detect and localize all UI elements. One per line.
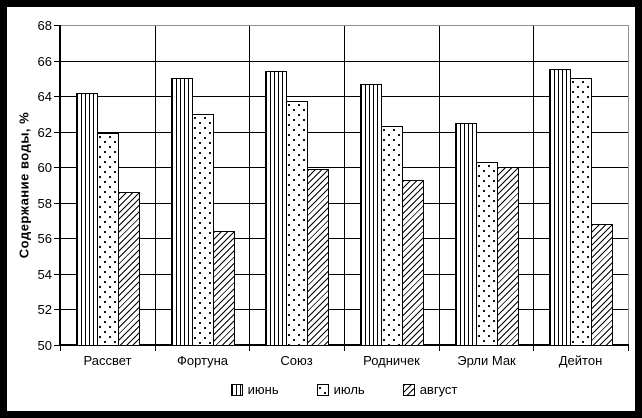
y-tick-label: 68 (37, 18, 52, 33)
y-tick-mark (54, 167, 60, 168)
v-gridline (439, 25, 440, 345)
y-tick-mark (54, 96, 60, 97)
x-category-label: Дейтон (558, 353, 603, 368)
legend-label: июль (333, 382, 365, 397)
x-category-label: Эрли Мак (457, 353, 516, 368)
bar-июнь-5 (455, 123, 477, 346)
bar-август-4 (402, 180, 424, 346)
x-tick-mark (60, 346, 61, 351)
x-tick-mark (344, 346, 345, 351)
y-tick-label: 62 (37, 125, 52, 140)
legend-item: август (402, 382, 458, 397)
x-tick-mark (155, 346, 156, 351)
bar-август-5 (497, 167, 519, 346)
chart-canvas: Содержание воды, % 50 52 54 56 58 60 62 64 66 68 Р… (7, 7, 635, 411)
bar-июль-5 (476, 162, 498, 346)
bar-июнь-3 (265, 71, 287, 346)
x-axis-line (59, 344, 629, 346)
v-gridline (344, 25, 345, 345)
bar-июль-3 (286, 101, 308, 346)
bar-август-6 (591, 224, 613, 346)
legend-swatch-vertical-stripes-icon (230, 383, 243, 396)
bar-август-3 (307, 169, 329, 346)
y-axis-line (59, 25, 61, 346)
x-category-label: Союз (280, 353, 313, 368)
y-tick-label: 54 (37, 267, 52, 282)
y-tick-label: 64 (37, 89, 52, 104)
x-category-label: Родничек (363, 353, 420, 368)
x-tick-mark (439, 346, 440, 351)
y-tick-mark (54, 274, 60, 275)
x-tick-mark (628, 346, 629, 351)
x-category-label: Фортуна (176, 353, 229, 368)
y-tick-label: 50 (37, 338, 52, 353)
y-tick-mark (54, 345, 60, 346)
legend-label: август (419, 382, 458, 397)
y-tick-mark (54, 238, 60, 239)
bar-июль-6 (570, 78, 592, 346)
bar-июнь-6 (549, 69, 571, 346)
y-tick-mark (54, 309, 60, 310)
legend-item: июль (316, 382, 365, 397)
bar-июль-1 (97, 133, 119, 346)
x-tick-mark (249, 346, 250, 351)
v-gridline (155, 25, 156, 345)
y-tick-mark (54, 132, 60, 133)
legend: июнь июль август (60, 383, 628, 396)
legend-item: июнь (230, 382, 279, 397)
bar-июль-2 (192, 114, 214, 346)
x-category-label: Рассвет (83, 353, 132, 368)
y-tick-label: 56 (37, 231, 52, 246)
plot-border-right (628, 25, 629, 345)
bar-июнь-4 (360, 84, 382, 346)
y-tick-label: 66 (37, 54, 52, 69)
x-tick-mark (533, 346, 534, 351)
v-gridline (249, 25, 250, 345)
y-tick-label: 60 (37, 160, 52, 175)
legend-swatch-dots-icon (316, 383, 329, 396)
y-tick-mark (54, 61, 60, 62)
bar-июль-4 (381, 126, 403, 346)
v-gridline (533, 25, 534, 345)
y-tick-label: 52 (37, 302, 52, 317)
legend-label: июнь (247, 382, 279, 397)
y-tick-mark (54, 25, 60, 26)
y-tick-label: 58 (37, 196, 52, 211)
bar-август-2 (213, 231, 235, 346)
legend-swatch-diagonal-hatch-icon (402, 383, 415, 396)
bar-август-1 (118, 192, 140, 346)
y-tick-mark (54, 203, 60, 204)
bar-июнь-2 (171, 78, 193, 346)
plot-border-top (60, 25, 629, 26)
bar-июнь-1 (76, 93, 98, 346)
